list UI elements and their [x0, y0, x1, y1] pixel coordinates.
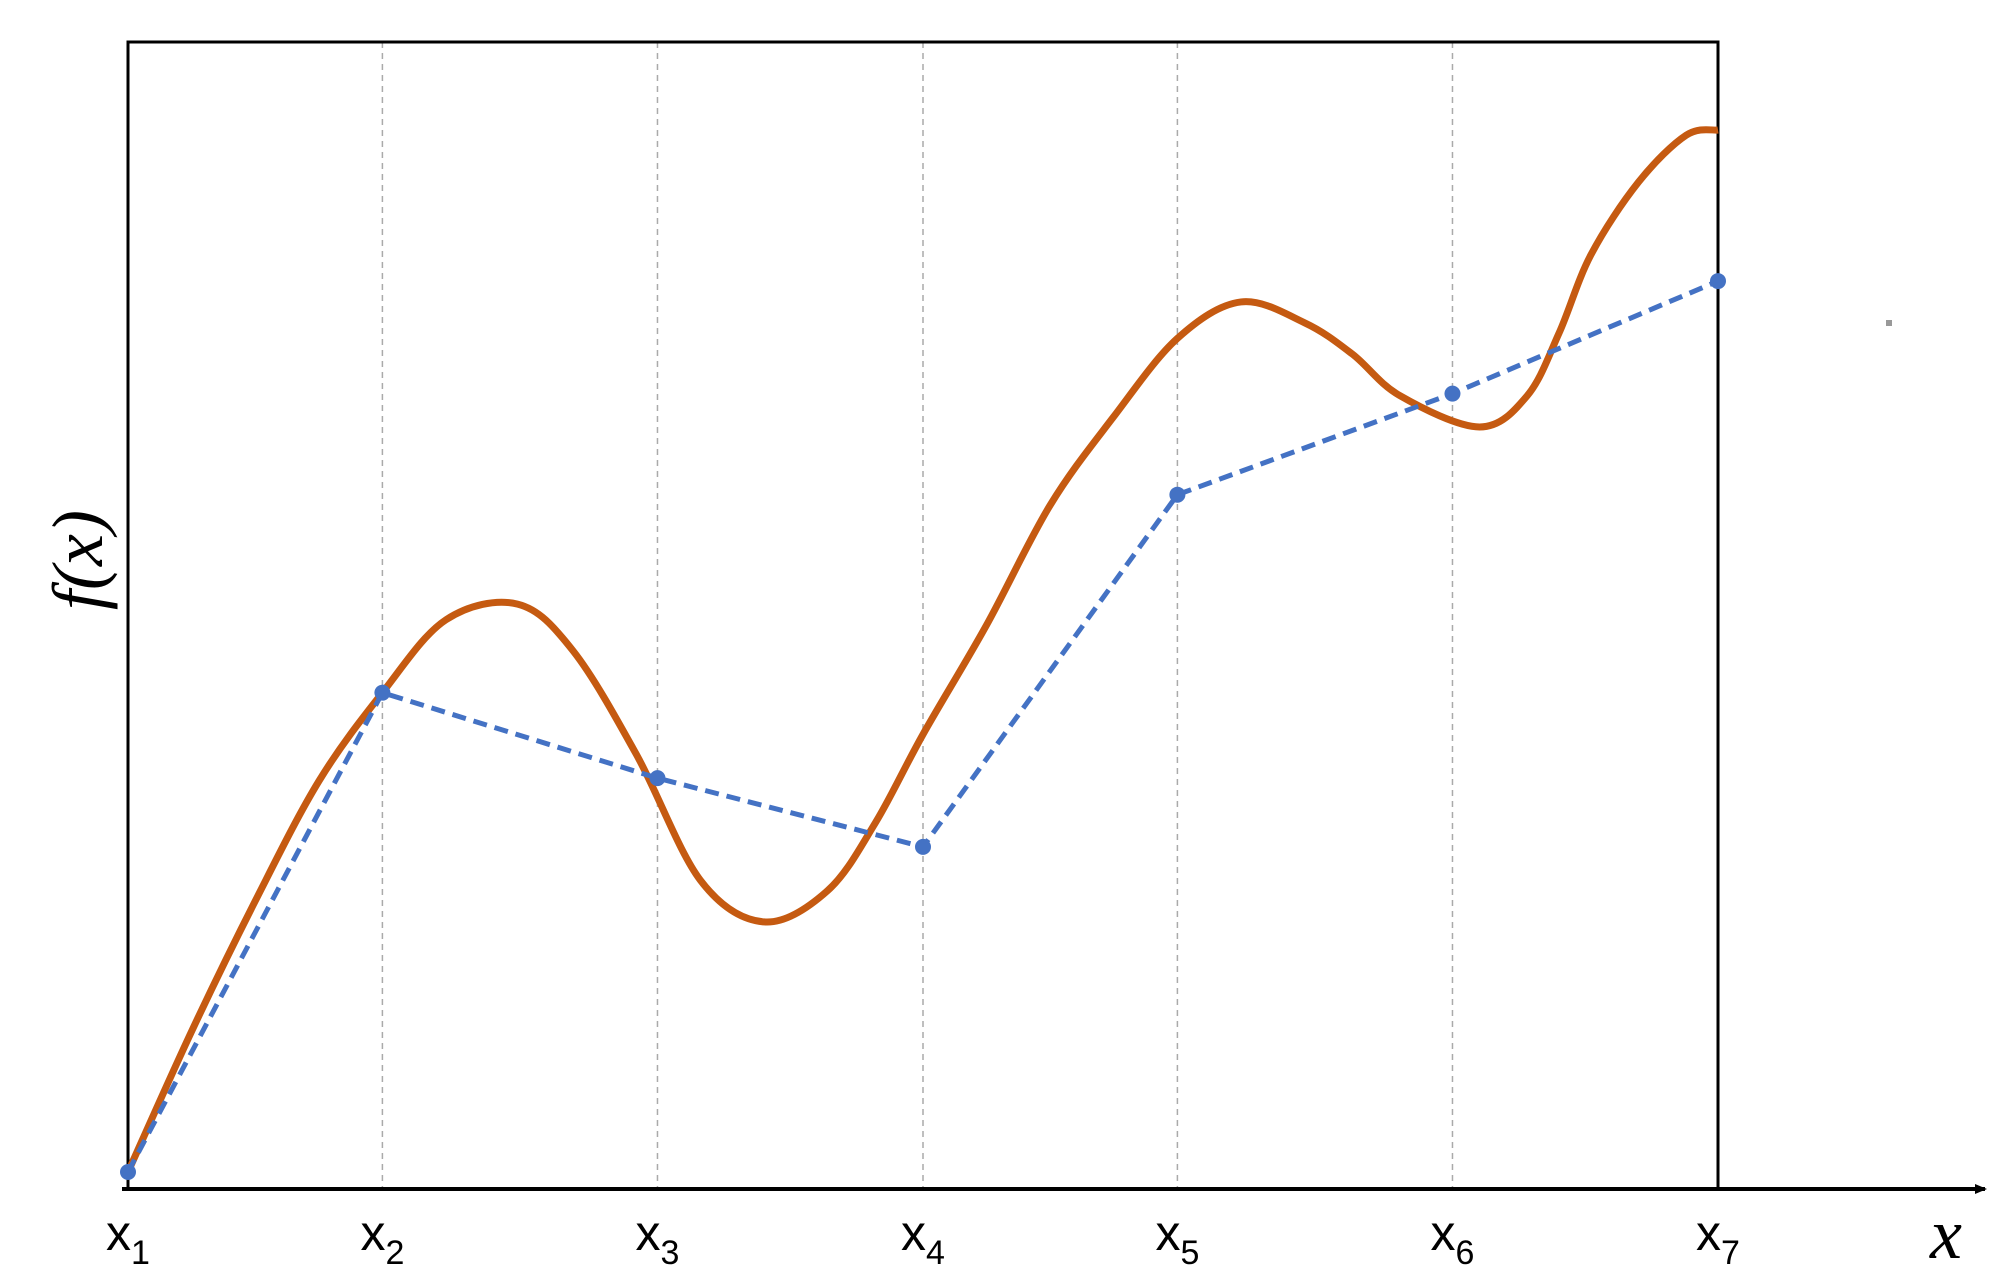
y-axis-label: f(x)	[38, 510, 118, 610]
data-point	[1169, 486, 1186, 503]
data-point	[374, 684, 391, 701]
data-point	[915, 838, 931, 855]
x-tick-label: x3	[636, 1205, 680, 1272]
stray-dot	[1886, 320, 1892, 326]
data-point	[1444, 385, 1461, 402]
data-point	[1710, 273, 1726, 290]
x-tick-label: x1	[106, 1205, 150, 1272]
x-tick-labels: x1 x2 x3 x4 x5 x6 x7	[106, 1205, 1740, 1272]
x-tick-label: x6	[1431, 1205, 1475, 1272]
series-layer	[120, 126, 1726, 1180]
x-axis-label: x	[1929, 1194, 1962, 1274]
grid-lines	[381, 42, 1454, 1189]
data-point	[120, 1164, 136, 1180]
data-point	[649, 770, 666, 787]
x-tick-label: x2	[360, 1205, 404, 1272]
x-tick-label: x7	[1696, 1205, 1740, 1272]
x-tick-label: x5	[1155, 1205, 1199, 1272]
x-tick-label: x4	[901, 1205, 945, 1272]
